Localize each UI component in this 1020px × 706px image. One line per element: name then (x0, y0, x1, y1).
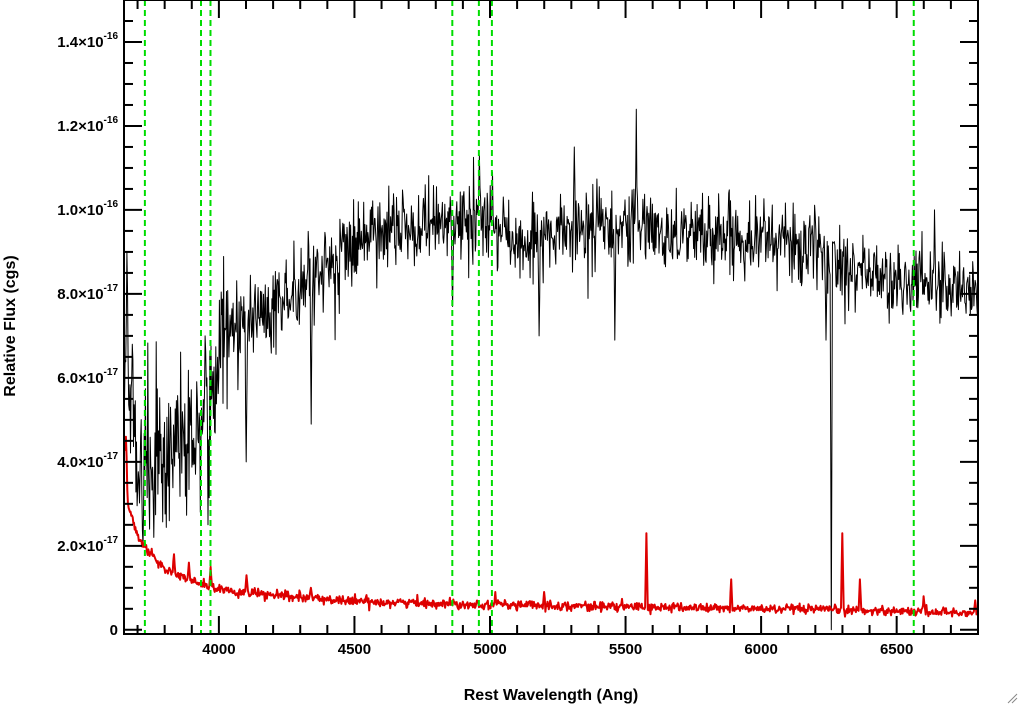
y-tick-exponent: -16 (104, 199, 119, 210)
resize-grip-icon[interactable] (1006, 692, 1018, 704)
y-tick-label: 1.0×10-16 (57, 199, 118, 219)
flux-spectrum-line (124, 108, 978, 631)
x-tick-label: 4500 (338, 641, 371, 658)
x-tick-label: 5000 (473, 641, 506, 658)
y-tick-label: 8.0×10-17 (57, 283, 118, 303)
plot-frame (123, 0, 979, 635)
y-tick-label: 1.2×10-16 (57, 115, 118, 135)
x-tick-label: 6000 (744, 641, 777, 658)
x-axis-title: Rest Wavelength (Ang) (464, 687, 639, 704)
axis-ticks (124, 0, 979, 634)
y-tick-label: 4.0×10-17 (57, 451, 118, 471)
x-tick-label: 4000 (202, 641, 235, 658)
y-tick-exponent: -16 (104, 31, 119, 42)
y-tick-label: 2.0×10-17 (57, 535, 118, 555)
x-tick-label: 5500 (609, 641, 642, 658)
y-tick-mantissa: 0 (110, 622, 118, 639)
y-tick-mantissa: 4.0×10 (57, 454, 103, 471)
y-tick-exponent: -17 (104, 451, 119, 462)
x-tick-label: 6500 (880, 641, 913, 658)
series-layer (123, 108, 979, 631)
y-tick-exponent: -16 (104, 115, 119, 126)
y-tick-label: 0 (110, 622, 118, 639)
reference-lines (143, 0, 915, 634)
y-tick-mantissa: 2.0×10 (57, 538, 103, 555)
y-tick-mantissa: 8.0×10 (57, 286, 103, 303)
y-tick-mantissa: 6.0×10 (57, 370, 103, 387)
tick-labels: 4000 4500 5000 5500 6000 650002.0×10-174.0×10… (57, 31, 913, 658)
y-tick-label: 6.0×10-17 (57, 367, 118, 387)
y-tick-exponent: -17 (104, 283, 119, 294)
y-tick-label: 1.4×10-16 (57, 31, 118, 51)
y-tick-exponent: -17 (104, 535, 119, 546)
y-tick-mantissa: 1.2×10 (57, 118, 103, 135)
error-spectrum-line (123, 435, 979, 618)
y-tick-exponent: -17 (104, 367, 119, 378)
plot-border (123, 0, 979, 635)
y-tick-mantissa: 1.0×10 (57, 202, 103, 219)
y-axis-title: Relative Flux (cgs) (2, 255, 19, 396)
y-tick-mantissa: 1.4×10 (57, 34, 103, 51)
